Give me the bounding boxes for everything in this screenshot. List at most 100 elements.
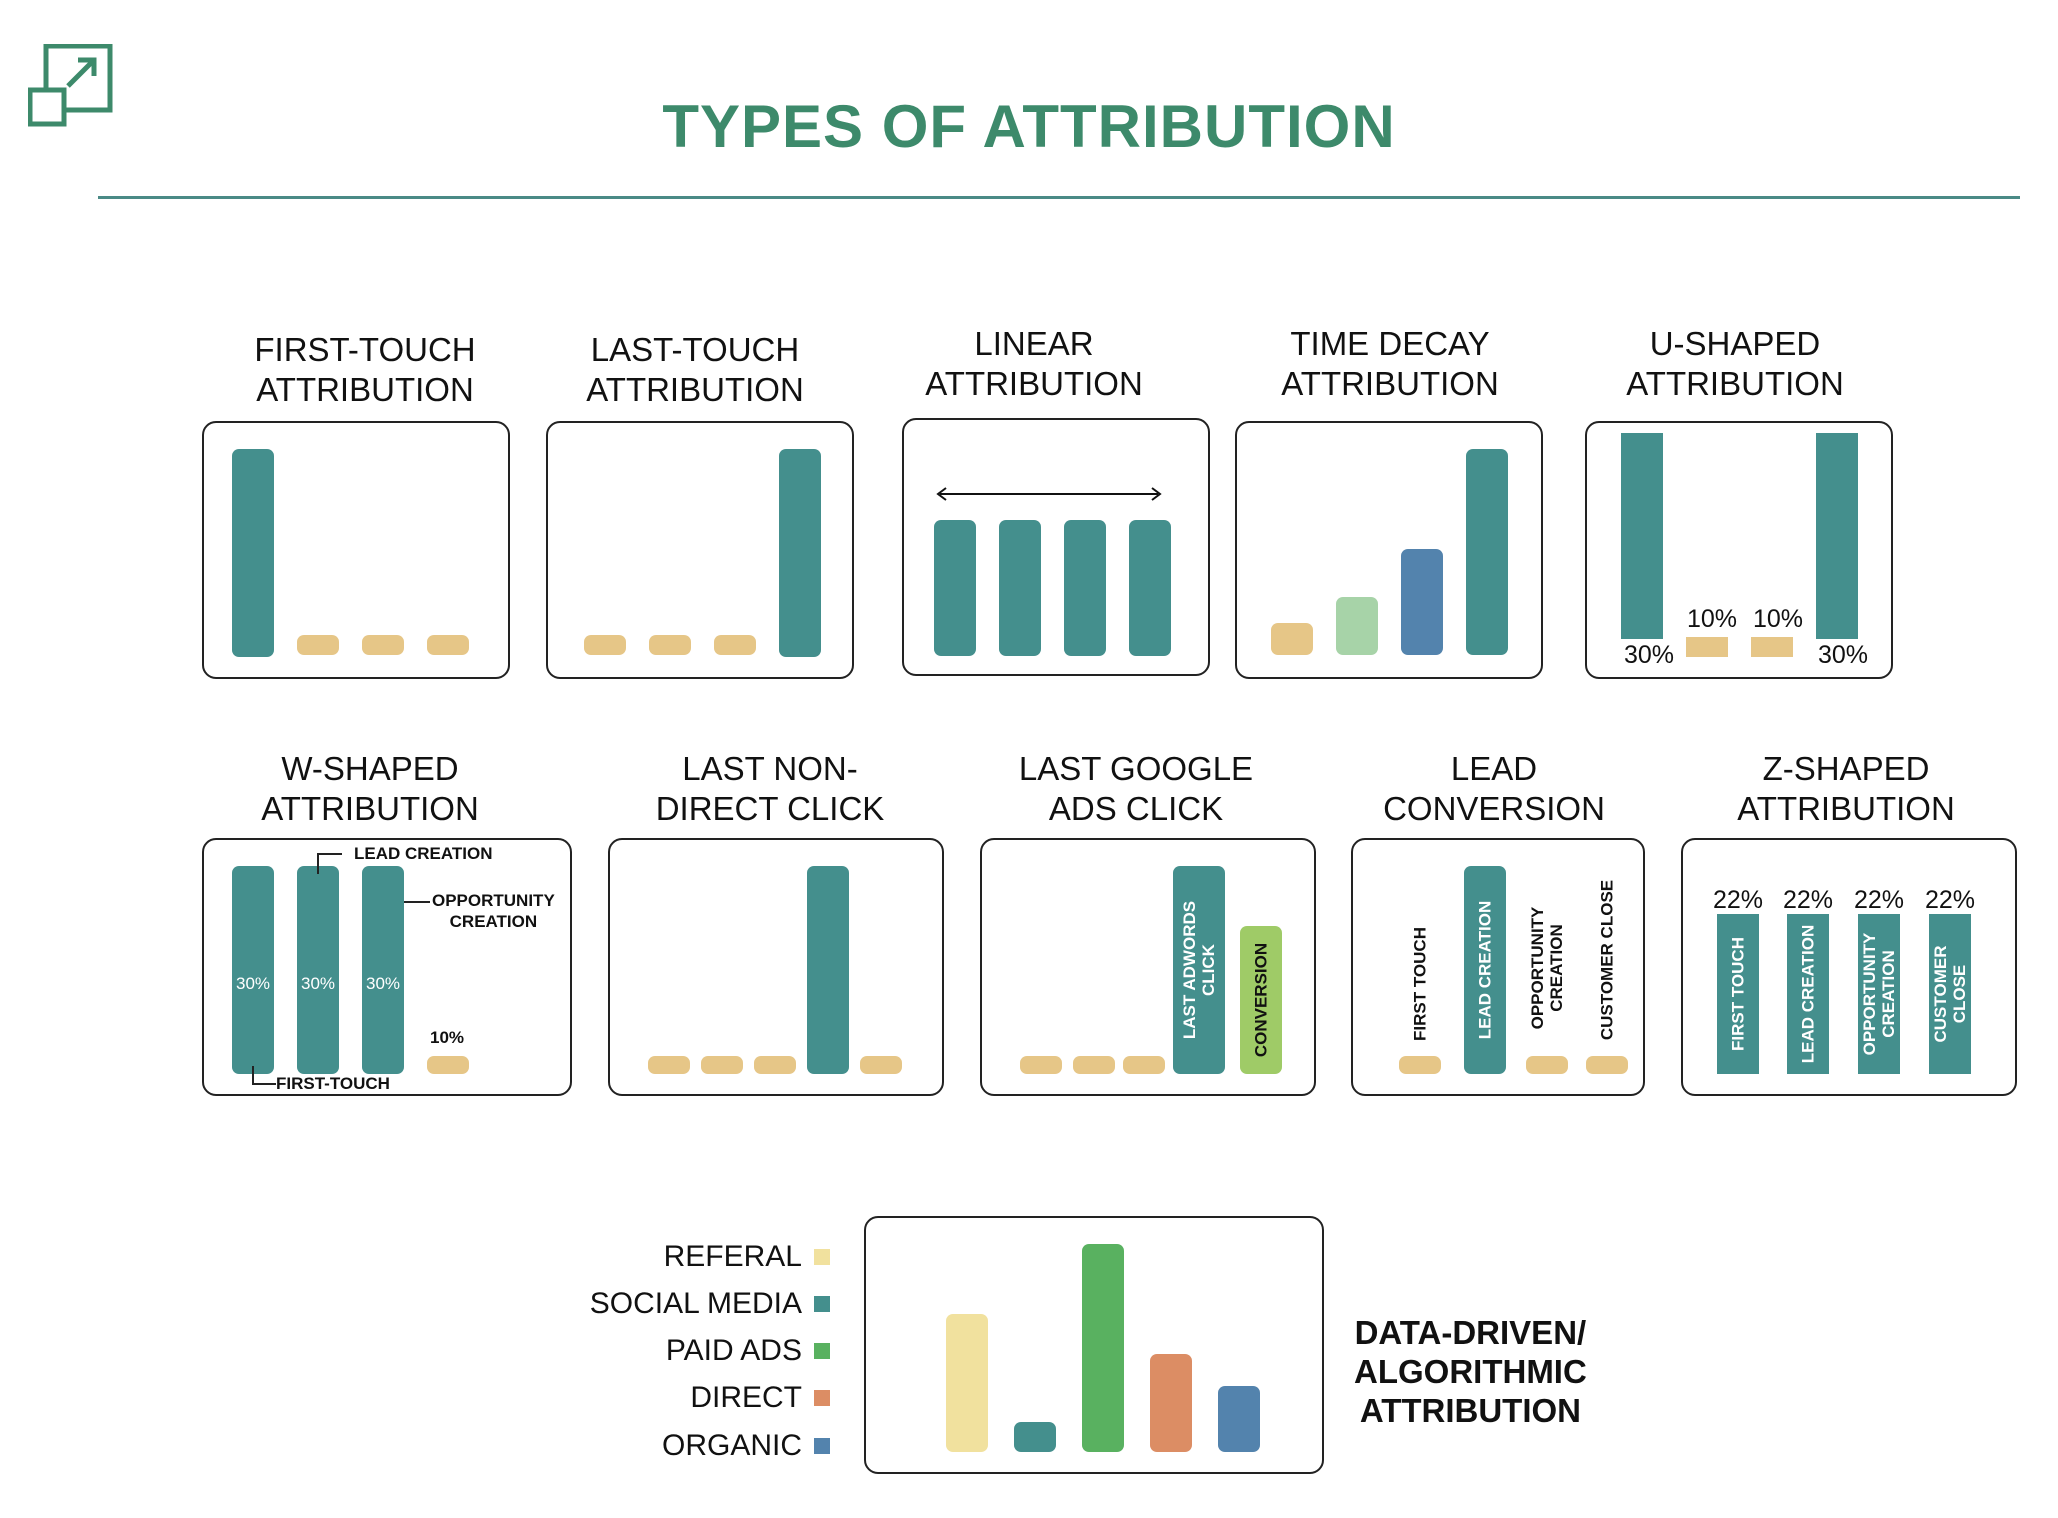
bar bbox=[754, 1056, 796, 1074]
percent-label: 30% bbox=[1817, 641, 1869, 669]
linear-panel bbox=[902, 418, 1210, 676]
legend-label: REFERAL bbox=[663, 1240, 802, 1273]
legend-swatch bbox=[814, 1343, 830, 1359]
bar-label-lead-creation: LEAD CREATION bbox=[1798, 924, 1818, 1064]
title-line: ATTRIBUTION bbox=[1737, 790, 1955, 827]
bar-label-line: CLOSE bbox=[1950, 964, 1969, 1024]
bar bbox=[1240, 926, 1282, 1074]
bar bbox=[946, 1314, 988, 1452]
bar bbox=[1929, 914, 1971, 1074]
bar bbox=[362, 635, 404, 655]
legend-swatch bbox=[814, 1296, 830, 1312]
bar bbox=[1123, 1056, 1165, 1074]
title-line: W-SHAPED bbox=[281, 750, 459, 787]
label-line: CREATION bbox=[1547, 924, 1566, 1012]
legend-label: ORGANIC bbox=[661, 1429, 802, 1462]
data-driven-panel bbox=[864, 1216, 1324, 1474]
bar bbox=[297, 635, 339, 655]
bar-percent: 30% bbox=[235, 974, 271, 993]
bar bbox=[1173, 866, 1225, 1074]
double-arrow-icon bbox=[936, 487, 1162, 501]
bar bbox=[427, 1056, 469, 1074]
callout-first-touch: FIRST-TOUCH bbox=[276, 1074, 390, 1093]
legend-swatch bbox=[814, 1249, 830, 1265]
callout-lines bbox=[252, 853, 430, 1085]
label-customer-close: CUSTOMER CLOSE bbox=[1597, 879, 1617, 1041]
bar bbox=[1466, 449, 1508, 655]
title-line: Z-SHAPED bbox=[1762, 750, 1930, 787]
title-line: ATTRIBUTION bbox=[1626, 365, 1844, 402]
title-line: ATTRIBUTION bbox=[261, 790, 479, 827]
callout-lead-creation: LEAD CREATION bbox=[354, 844, 493, 863]
bar bbox=[297, 866, 339, 1074]
title-line: ATTRIBUTION bbox=[586, 371, 804, 408]
time-decay-panel bbox=[1235, 421, 1543, 679]
bar-label-line: OPPORTUNITY bbox=[1860, 932, 1879, 1056]
title-line: U-SHAPED bbox=[1649, 325, 1821, 362]
bar bbox=[934, 520, 976, 656]
bar bbox=[1336, 597, 1378, 655]
bar-label-line: LAST ADWORDS bbox=[1180, 900, 1199, 1040]
title-line: ATTRIBUTION bbox=[256, 371, 474, 408]
bar bbox=[1129, 520, 1171, 656]
title-line: ADS CLICK bbox=[1048, 790, 1224, 827]
legend-item: PAID ADS bbox=[666, 1334, 830, 1368]
title-line: FIRST-TOUCH bbox=[254, 331, 476, 368]
bar bbox=[362, 866, 404, 1074]
bar bbox=[1064, 520, 1106, 656]
label-line: OPPORTUNITY bbox=[1528, 906, 1547, 1030]
bar bbox=[1082, 1244, 1124, 1452]
bar bbox=[1218, 1386, 1260, 1452]
title-line: ALGORITHMIC bbox=[1354, 1353, 1587, 1390]
u-shaped-panel: 30% 10% 10% 30% bbox=[1585, 421, 1893, 679]
bar bbox=[779, 449, 821, 657]
data-driven-title: DATA-DRIVEN/ ALGORITHMIC ATTRIBUTION bbox=[1354, 1313, 1587, 1430]
bar-label-line: CREATION bbox=[1879, 950, 1898, 1038]
z-shaped-title: Z-SHAPED ATTRIBUTION bbox=[1737, 749, 1955, 829]
last-google-ads-panel: LAST ADWORDS CLICK CONVERSION bbox=[980, 838, 1316, 1096]
percent-label: 22% bbox=[1924, 886, 1976, 914]
u-shaped-title: U-SHAPED ATTRIBUTION bbox=[1626, 324, 1844, 404]
callout-line: CREATION bbox=[449, 912, 538, 931]
title-line: ATTRIBUTION bbox=[1359, 1392, 1581, 1429]
title-line: LAST-TOUCH bbox=[590, 331, 800, 368]
legend-item: REFERAL bbox=[664, 1240, 830, 1274]
bar-label-first-touch: FIRST TOUCH bbox=[1728, 937, 1748, 1051]
title-line: LINEAR bbox=[974, 325, 1094, 362]
bar bbox=[1399, 1056, 1441, 1074]
legend-item: SOCIAL MEDIA bbox=[590, 1287, 830, 1321]
legend-label: SOCIAL MEDIA bbox=[589, 1287, 802, 1320]
bar bbox=[1073, 1056, 1115, 1074]
last-touch-title: LAST-TOUCH ATTRIBUTION bbox=[586, 330, 804, 410]
bar bbox=[1787, 914, 1829, 1074]
bar bbox=[1401, 549, 1443, 655]
bar bbox=[999, 520, 1041, 656]
bar-label-last-adwords: LAST ADWORDS CLICK bbox=[1180, 901, 1218, 1039]
bar bbox=[427, 635, 469, 655]
bar bbox=[232, 449, 274, 657]
bar bbox=[1858, 914, 1900, 1074]
first-touch-title: FIRST-TOUCH ATTRIBUTION bbox=[254, 330, 475, 410]
last-non-direct-panel bbox=[608, 838, 944, 1096]
title-line: ATTRIBUTION bbox=[1281, 365, 1499, 402]
w-shaped-panel: 30% 30% 30% 10% LEAD CREATION OPPORTUNIT… bbox=[202, 838, 572, 1096]
title-divider bbox=[98, 196, 2020, 199]
bar bbox=[1014, 1422, 1056, 1452]
linear-title: LINEAR ATTRIBUTION bbox=[925, 324, 1143, 404]
title-line: LEAD bbox=[1450, 750, 1538, 787]
first-touch-panel bbox=[202, 421, 510, 679]
title-line: TIME DECAY bbox=[1290, 325, 1490, 362]
bar bbox=[701, 1056, 743, 1074]
bar bbox=[232, 866, 274, 1074]
bar bbox=[1586, 1056, 1628, 1074]
bar bbox=[649, 635, 691, 655]
bar bbox=[1717, 914, 1759, 1074]
legend-item: DIRECT bbox=[690, 1381, 830, 1415]
page-title: TYPES OF ATTRIBUTION bbox=[662, 93, 1396, 160]
last-non-direct-title: LAST NON- DIRECT CLICK bbox=[656, 749, 885, 829]
z-shaped-panel: 22% 22% 22% 22% FIRST TOUCH LEAD CREATIO… bbox=[1681, 838, 2017, 1096]
time-decay-title: TIME DECAY ATTRIBUTION bbox=[1281, 324, 1499, 404]
bar bbox=[860, 1056, 902, 1074]
label-first-touch: FIRST TOUCH bbox=[1410, 927, 1430, 1041]
last-touch-panel bbox=[546, 421, 854, 679]
